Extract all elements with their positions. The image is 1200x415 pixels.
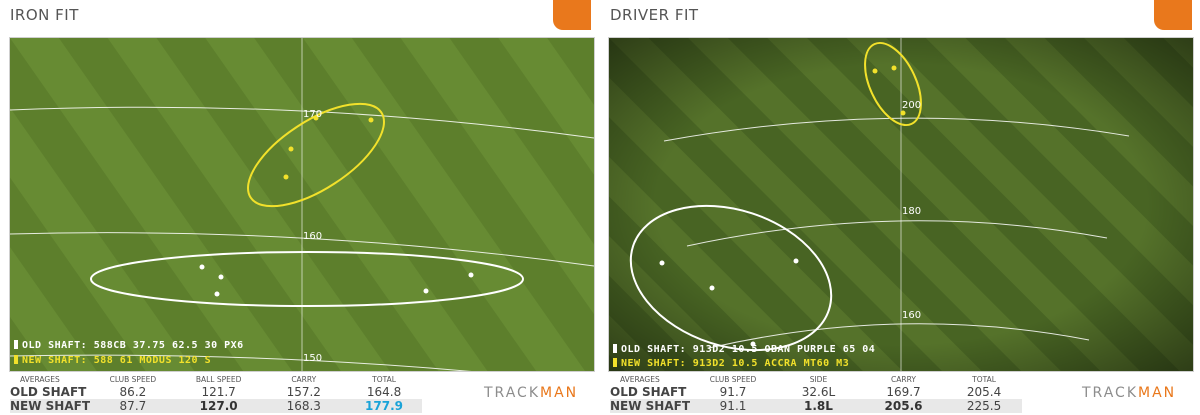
cell-club-speed: 91.1 [690, 399, 777, 413]
row-label: NEW SHAFT [10, 399, 91, 413]
new-shaft-shot [368, 117, 374, 123]
iron-averages-table: AVERAGES CLUB SPEED BALL SPEED CARRY TOT… [10, 373, 422, 413]
table-row-old-shaft: OLD SHAFT 86.2 121.7 157.2 164.8 [10, 385, 422, 399]
table-row-old-shaft: OLD SHAFT 91.7 32.6L 169.7 205.4 [610, 385, 1022, 399]
cell-carry: 157.2 [286, 385, 321, 399]
header-total: TOTAL [372, 374, 396, 384]
new-shaft-shot [313, 115, 319, 121]
cell-club-speed: 87.7 [90, 399, 176, 413]
old-shaft-shot [218, 274, 224, 280]
legend-key-new [14, 355, 18, 364]
distance-label-170: 170 [303, 109, 323, 120]
cell-side: 1.8L [776, 399, 861, 413]
distance-arc-170 [10, 106, 594, 139]
distance-arc-150 [10, 354, 472, 371]
logo-man: MAN [540, 385, 579, 401]
old-shaft-shot [468, 272, 474, 278]
panel-title: IRON FIT [10, 6, 79, 24]
distance-arc-160 [708, 323, 1090, 349]
distance-label-160: 160 [303, 231, 323, 242]
cell-total: 205.4 [966, 385, 1002, 399]
new-shaft-shot [872, 68, 878, 74]
legend-key-old [613, 344, 617, 353]
cell-total: 177.9 [346, 399, 422, 413]
orange-corner-tab [1154, 0, 1192, 30]
legend-old-text: OLD SHAFT: 588CB 37.75 62.5 30 PX6 [22, 340, 244, 351]
cell-carry: 205.6 [860, 399, 947, 413]
distance-arc-200 [663, 117, 1130, 142]
distance-label-180: 180 [902, 206, 922, 217]
cell-total: 225.5 [946, 399, 1022, 413]
field-graphic [10, 38, 594, 371]
cell-total: 164.8 [366, 385, 402, 399]
distance-label-150: 150 [303, 353, 323, 364]
field-graphic [609, 38, 1193, 371]
distance-arc-160 [10, 232, 594, 267]
legend-old-shaft: OLD SHAFT: 588CB 37.75 62.5 30 PX6 [14, 340, 244, 351]
shot-dispersion-field: 170 160 150 OLD SHAFT: 588CB 37.75 62.5 … [9, 37, 595, 372]
old-shaft-shot [214, 291, 220, 297]
new-shaft-dispersion-ellipse [864, 41, 922, 127]
old-shaft-shot [659, 260, 665, 266]
cell-club-speed: 91.7 [719, 385, 747, 399]
header-carry: CARRY [291, 374, 317, 384]
legend-new-text: NEW SHAFT: 913D2 10.5 ACCRA MT60 M3 [621, 358, 850, 369]
shot-dispersion-field: 200 180 160 OLD SHAFT: 913D2 10.5 OBAN P… [608, 37, 1194, 372]
row-label: OLD SHAFT [610, 385, 687, 399]
trackman-logo: TRACKMAN [484, 385, 578, 401]
header-club-speed: CLUB SPEED [109, 374, 157, 384]
old-shaft-dispersion-ellipse [90, 251, 524, 307]
distance-label-160: 160 [902, 310, 922, 321]
table-row-new-shaft: NEW SHAFT 87.7 127.0 168.3 177.9 [10, 399, 422, 413]
header-averages: AVERAGES [620, 374, 660, 384]
old-shaft-shot [709, 285, 715, 291]
orange-corner-tab [553, 0, 591, 30]
legend-new-shaft: NEW SHAFT: 913D2 10.5 ACCRA MT60 M3 [613, 358, 849, 369]
old-shaft-shot [199, 264, 205, 270]
header-club-speed: CLUB SPEED [709, 374, 757, 384]
old-shaft-shot [423, 288, 429, 294]
driver-fit-panel: DRIVER FIT [606, 0, 1196, 415]
new-shaft-shot [900, 110, 906, 116]
cell-side: 32.6L [801, 385, 836, 399]
header-carry: CARRY [891, 374, 916, 384]
cell-carry: 169.7 [886, 385, 921, 399]
iron-fit-panel: IRON FIT [6, 0, 596, 415]
header-ball-speed: BALL SPEED [195, 374, 242, 384]
cell-ball-speed: 127.0 [175, 399, 262, 413]
legend-key-old [14, 340, 18, 349]
new-shaft-shot [288, 146, 294, 152]
table-header-row: AVERAGES CLUB SPEED SIDE CARRY TOTAL [610, 373, 1022, 385]
logo-track: TRACK [1082, 385, 1138, 401]
row-label: NEW SHAFT [610, 399, 691, 413]
row-label: OLD SHAFT [10, 385, 87, 399]
old-shaft-shot [750, 341, 756, 347]
old-shaft-dispersion-ellipse [629, 204, 833, 352]
distance-arc-180 [686, 220, 1108, 247]
legend-key-new [613, 358, 617, 367]
legend-new-shaft: NEW SHAFT: 588 61 MODUS 120 S [14, 355, 211, 366]
cell-club-speed: 86.2 [119, 385, 147, 399]
header-side: SIDE [809, 374, 828, 384]
cell-ball-speed: 121.7 [201, 385, 236, 399]
driver-averages-table: AVERAGES CLUB SPEED SIDE CARRY TOTAL OLD… [610, 373, 1022, 413]
new-shaft-dispersion-ellipse [247, 102, 385, 208]
header-total: TOTAL [972, 374, 996, 384]
distance-label-200: 200 [902, 100, 922, 111]
legend-old-text: OLD SHAFT: 913D2 10.5 OBAN PURPLE 65 04 [621, 344, 876, 355]
cell-carry: 168.3 [261, 399, 347, 413]
logo-man: MAN [1138, 385, 1177, 401]
logo-track: TRACK [484, 385, 540, 401]
trackman-logo: TRACKMAN [1082, 385, 1176, 401]
old-shaft-shot [793, 258, 799, 264]
legend-old-shaft: OLD SHAFT: 913D2 10.5 OBAN PURPLE 65 04 [613, 344, 875, 355]
header-averages: AVERAGES [20, 374, 60, 384]
legend-new-text: NEW SHAFT: 588 61 MODUS 120 S [22, 355, 212, 366]
new-shaft-shot [283, 174, 289, 180]
new-shaft-shot [891, 65, 897, 71]
table-row-new-shaft: NEW SHAFT 91.1 1.8L 205.6 225.5 [610, 399, 1022, 413]
panel-title: DRIVER FIT [610, 6, 699, 24]
table-header-row: AVERAGES CLUB SPEED BALL SPEED CARRY TOT… [10, 373, 422, 385]
